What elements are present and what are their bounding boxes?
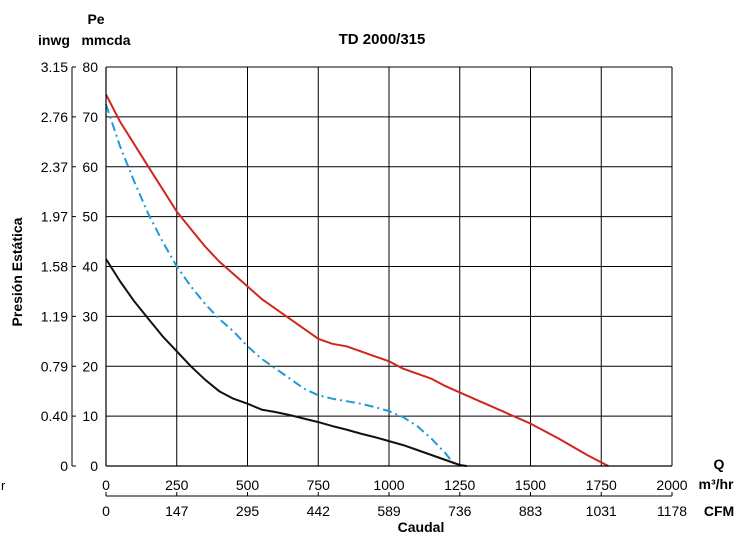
chart-title: TD 2000/315 [339,31,426,48]
y-unit-inwg: inwg [38,32,70,48]
left-edge-fragment: r [1,478,6,493]
y-tick-label-inwg: 3.15 [41,59,68,75]
x-tick-label-m3hr: 2000 [656,477,687,493]
grid [105,66,673,467]
x-tick-label-cfm: 295 [236,503,260,519]
y-tick-label-inwg: 1.58 [41,259,68,275]
y-tick-label-inwg: 0.40 [41,408,68,424]
x-unit-m3hr: m³/hr [699,476,735,492]
y-tick-label-mmcda: 40 [82,259,98,275]
curves [105,93,609,467]
y-tick-label-mmcda: 70 [82,109,98,125]
series-line-3 [105,258,467,467]
x-axis-title: Caudal [398,519,445,535]
x-tick-label-m3hr: 1250 [444,477,475,493]
x-tick-label-m3hr: 0 [102,477,110,493]
x-tick-label-cfm: 147 [165,503,189,519]
x-unit-cfm: CFM [704,503,734,519]
x-tick-label-cfm: 442 [307,503,331,519]
y-tick-label-inwg: 1.19 [41,308,68,324]
y-tick-label-inwg: 2.76 [41,109,68,125]
y-tick-label-mmcda: 20 [82,358,98,374]
y-tick-label-mmcda: 0 [90,458,98,474]
series-line-2 [105,104,457,467]
x-tick-label-m3hr: 500 [236,477,260,493]
x-tick-label-cfm: 589 [377,503,401,519]
x-tick-label-cfm: 1031 [586,503,617,519]
x-tick-label-cfm: 736 [448,503,472,519]
y-unit-mmcda: mmcda [81,32,130,48]
x-tick-label-cfm: 883 [519,503,543,519]
y-tick-label-mmcda: 60 [82,159,98,175]
x-tick-label-cfm: 1178 [657,503,687,519]
y-tick-label-mmcda: 50 [82,209,98,225]
axes [71,66,673,497]
y-tick-label-mmcda: 10 [82,408,98,424]
y-tick-label-mmcda: 80 [82,59,98,75]
x-tick-label-m3hr: 1500 [515,477,546,493]
y-unit-pe: Pe [87,11,104,27]
y-tick-label-inwg: 1.97 [41,209,68,225]
x-tick-label-m3hr: 750 [307,477,331,493]
y-tick-label-inwg: 0 [60,458,68,474]
x-tick-label-cfm: 0 [102,503,110,519]
x-tick-label-m3hr: 1750 [586,477,617,493]
x-tick-label-m3hr: 1000 [373,477,404,493]
y-tick-label-mmcda: 30 [82,308,98,324]
labels: 00100.40200.79301.19401.58501.97602.3770… [41,59,688,519]
y-tick-label-inwg: 2.37 [41,159,68,175]
y-tick-label-inwg: 0.79 [41,358,68,374]
x-unit-q: Q [714,456,725,472]
x-tick-label-m3hr: 250 [165,477,189,493]
y-axis-title: Presión Estática [9,217,25,326]
series-line-1 [105,93,609,467]
